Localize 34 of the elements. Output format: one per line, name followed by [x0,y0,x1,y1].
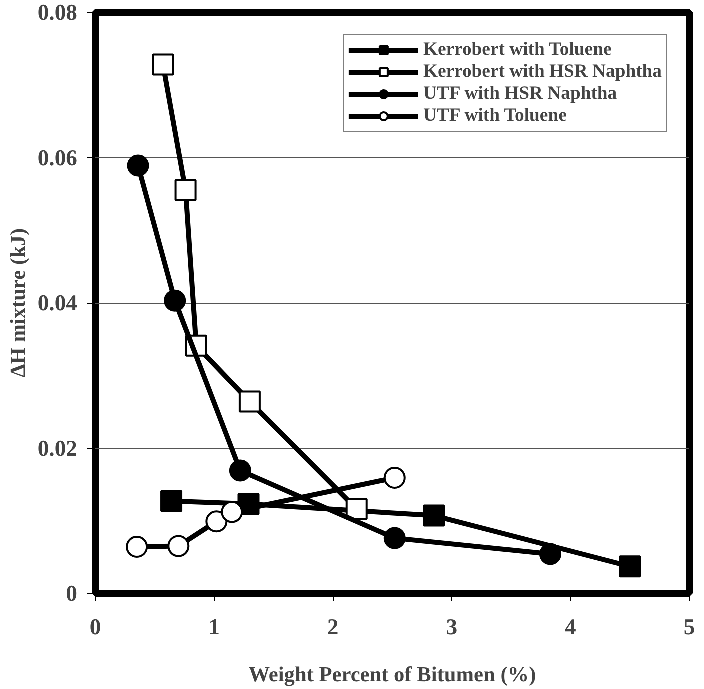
point [127,154,150,177]
x-tick-label: 2 [327,614,339,640]
y-tick-label: 0.04 [38,290,78,316]
point [238,390,261,413]
legend-label: Kerrobert with HSR Naphtha [423,61,662,83]
point [206,510,228,533]
point [229,460,252,482]
legend-label: UTF with Toluene [423,105,567,127]
point [152,54,174,76]
x-tick-label: 0 [90,614,102,640]
y-tick-label: 0.02 [38,436,78,461]
point [384,467,406,490]
point [540,543,562,566]
y-tick-label: 0.06 [38,145,78,170]
x-tick-label: 4 [565,614,576,640]
point [160,490,183,512]
legend-label: Kerrobert with Toluene [423,39,612,61]
point [384,527,406,550]
point [164,290,186,312]
point [619,556,642,578]
y-tick-label: 0.08 [38,0,78,25]
point [126,536,148,558]
point [346,498,368,520]
point [423,504,446,527]
point [168,535,190,558]
x-axis-title: Weight Percent of Bitumen (%) [248,662,536,686]
y-tick-label: 0 [66,581,78,606]
point [174,179,197,202]
x-tick-label: 5 [684,614,696,640]
point [221,501,244,524]
x-tick-label: 3 [446,614,458,640]
legend-label: UTF with HSR Naphtha [423,83,618,105]
y-axis-title: ΔH mixture (kJ) [6,228,30,378]
x-tick-label: 1 [208,614,220,640]
